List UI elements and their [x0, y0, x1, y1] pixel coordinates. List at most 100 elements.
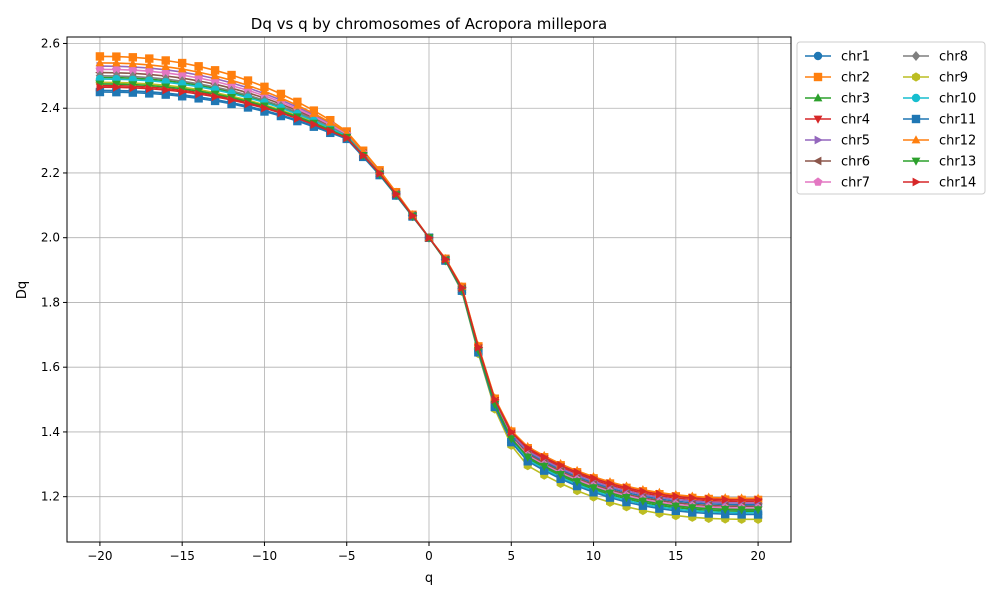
y-tick-label: 1.4: [41, 425, 60, 439]
data-point: [210, 71, 220, 80]
data-point: [177, 58, 187, 68]
data-point: [325, 117, 335, 126]
data-point: [210, 66, 220, 75]
data-point: [277, 108, 286, 118]
data-point: [194, 62, 203, 71]
x-tick-label: 15: [668, 549, 683, 563]
legend-item: chr12: [903, 134, 976, 149]
data-point: [753, 510, 763, 519]
data-point: [721, 495, 730, 504]
data-point: [177, 70, 187, 79]
legend-label: chr12: [939, 134, 976, 149]
data-point: [813, 177, 823, 186]
data-point: [112, 64, 121, 74]
data-point: [458, 283, 467, 293]
data-point: [95, 52, 105, 61]
data-point: [639, 487, 648, 496]
data-point: [177, 92, 187, 101]
data-point: [524, 443, 533, 453]
legend-label: chr3: [841, 92, 870, 107]
data-point: [672, 491, 681, 501]
legend-item: chr1: [805, 50, 870, 65]
y-tick-label: 1.8: [41, 295, 60, 309]
data-point: [814, 135, 823, 145]
legend-label: chr1: [841, 50, 870, 65]
data-point: [556, 471, 565, 480]
data-point: [112, 87, 121, 97]
legend-label: chr13: [939, 155, 976, 170]
data-point: [128, 53, 138, 62]
data-point: [162, 85, 171, 95]
data-point: [589, 484, 598, 493]
data-point: [623, 483, 632, 493]
legend-item: chr11: [903, 113, 976, 128]
legend-item: chr5: [805, 134, 870, 149]
data-point: [687, 504, 697, 513]
data-point: [161, 68, 171, 77]
y-axis-label: Dq: [15, 281, 30, 299]
legend-label: chr2: [841, 71, 870, 86]
legend-box: [796, 41, 986, 195]
data-point: [294, 114, 303, 123]
data-point: [177, 64, 187, 73]
y-tick-label: 1.2: [41, 490, 60, 504]
data-point: [573, 467, 582, 477]
legend-item: chr8: [903, 50, 968, 65]
x-tick-label: 20: [750, 549, 765, 563]
legend-label: chr10: [939, 92, 976, 107]
x-axis: −20 −15 −10 −5 0 5 10 15 20: [87, 542, 766, 563]
data-point: [326, 126, 336, 136]
data-point: [911, 157, 921, 166]
data-point: [688, 493, 698, 503]
data-point: [129, 83, 138, 93]
x-tick-label: −10: [252, 549, 277, 563]
data-point: [261, 103, 270, 113]
series-chr5: [96, 61, 763, 508]
y-tick-label: 2.6: [41, 36, 60, 50]
data-point: [655, 504, 664, 513]
data-point: [753, 506, 763, 515]
data-point: [95, 58, 105, 67]
data-point: [260, 107, 269, 116]
data-point: [144, 66, 154, 75]
data-point: [95, 64, 105, 74]
data-point: [911, 135, 921, 144]
data-point: [813, 93, 823, 102]
legend-item: chr7: [805, 176, 870, 191]
legend-label: chr4: [841, 113, 870, 128]
data-point: [178, 87, 187, 97]
legend-label: chr9: [939, 71, 968, 86]
data-point: [161, 56, 170, 65]
data-point: [638, 497, 648, 506]
data-point: [704, 505, 714, 514]
data-point: [720, 509, 730, 519]
legend-label: chr14: [939, 176, 976, 191]
chart-title: Dq vs q by chromosomes of Acropora mille…: [251, 15, 607, 33]
data-point: [737, 510, 746, 519]
grid: [67, 37, 791, 542]
series-chr14: [96, 82, 763, 505]
data-point: [392, 189, 401, 199]
data-point: [95, 87, 105, 97]
data-point: [112, 58, 121, 67]
data-point: [738, 495, 747, 505]
y-tick-label: 2.4: [41, 101, 60, 115]
data-point: [211, 92, 220, 102]
data-point: [359, 151, 368, 160]
x-tick-label: −15: [170, 549, 195, 563]
data-point: [506, 435, 516, 444]
data-point: [605, 489, 615, 498]
legend: chr1 chr2 chr3 chr4 chr5 chr6 chr7 chr8 chr9 chr1…: [796, 41, 986, 195]
data-point: [128, 58, 138, 68]
data-point: [754, 495, 763, 505]
x-tick-label: 0: [425, 549, 433, 563]
data-point: [671, 502, 681, 511]
data-point: [128, 65, 138, 74]
data-point: [243, 76, 253, 85]
data-point: [244, 99, 253, 109]
data-point: [590, 473, 599, 483]
data-point: [161, 61, 171, 70]
data-point: [656, 489, 665, 499]
data-point: [343, 133, 352, 143]
data-point: [425, 233, 434, 243]
